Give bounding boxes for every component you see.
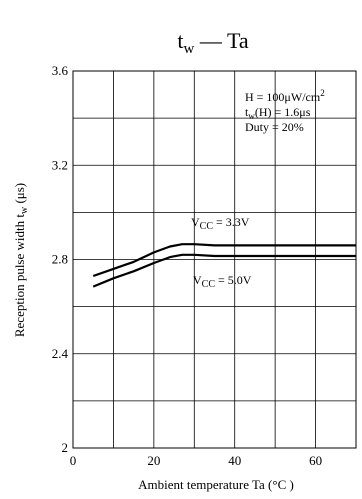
- condition-line-1: tw(H) = 1.6μs: [245, 105, 311, 121]
- title-main: t: [177, 28, 183, 53]
- x-axis-label: Ambient temperature Ta (°C ): [138, 477, 294, 492]
- tick-labels: 0 20 40 60 2 2.4 2.8 3.2 3.6: [52, 63, 322, 468]
- x-tick-label-0: 0: [70, 453, 77, 468]
- x-tick-label-2: 40: [228, 453, 241, 468]
- series-label-5v0: VCC = 5.0V: [193, 273, 252, 290]
- title-rest: — Ta: [194, 28, 249, 53]
- y-tick-label-4: 3.6: [52, 63, 69, 78]
- y-axis-label: Reception pulse width tw (μs): [12, 183, 30, 337]
- chart-title: tw — Ta: [177, 28, 248, 57]
- series-label-3v3: VCC = 3.3V: [191, 215, 250, 232]
- series-lines: [92, 243, 356, 288]
- condition-line-2: Duty = 20%: [245, 120, 304, 134]
- y-tick-label-0: 2: [62, 440, 69, 455]
- x-tick-label-3: 60: [309, 453, 322, 468]
- condition-line-0: H = 100μW/cm2: [245, 88, 325, 104]
- grid: [72, 70, 357, 449]
- series-line-1: [92, 253, 356, 288]
- y-tick-label-3: 3.2: [52, 157, 68, 172]
- y-tick-label-2: 2.8: [52, 252, 68, 267]
- plot-frame: [72, 70, 357, 449]
- series-line-0: [92, 243, 356, 278]
- y-tick-label-1: 2.4: [52, 346, 69, 361]
- x-tick-label-1: 20: [147, 453, 160, 468]
- title-sub: w: [184, 41, 195, 57]
